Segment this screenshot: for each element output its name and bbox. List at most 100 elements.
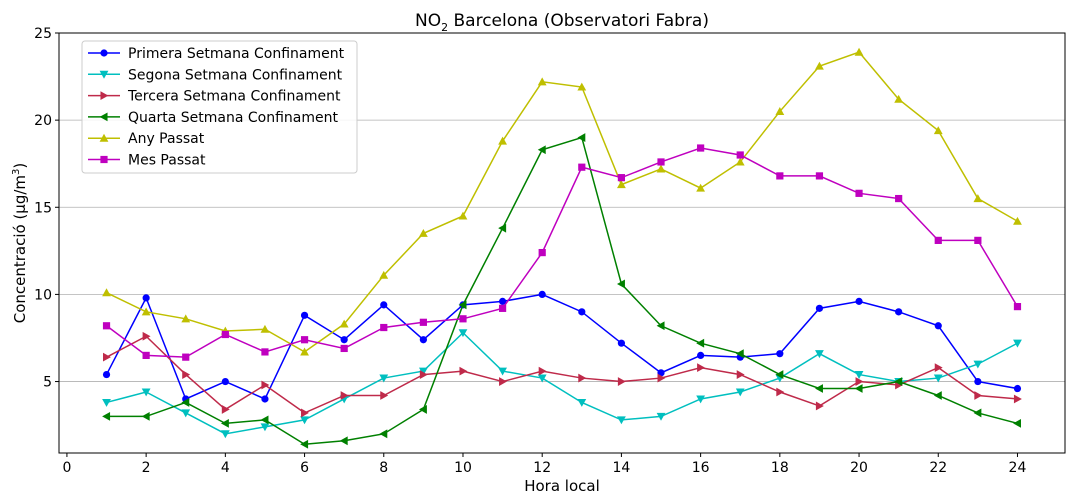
data-point bbox=[855, 297, 863, 305]
data-point bbox=[102, 412, 111, 421]
legend-item: Primera Setmana Confinament bbox=[88, 46, 345, 62]
legend-marker bbox=[100, 91, 109, 100]
data-point bbox=[696, 395, 706, 404]
legend-box bbox=[81, 40, 358, 174]
data-point bbox=[459, 315, 467, 323]
data-point bbox=[656, 164, 666, 173]
data-point bbox=[656, 321, 665, 331]
data-point bbox=[260, 415, 269, 425]
data-point bbox=[102, 322, 111, 330]
data-point bbox=[973, 408, 982, 418]
data-point bbox=[142, 294, 150, 302]
data-point bbox=[697, 351, 705, 360]
data-point bbox=[855, 189, 863, 197]
series-3 bbox=[103, 331, 1022, 418]
data-point bbox=[735, 349, 744, 359]
data-point bbox=[181, 314, 191, 323]
series-line bbox=[105, 293, 1018, 400]
data-point bbox=[458, 211, 468, 220]
series-line bbox=[106, 51, 1018, 353]
y-tick-label: 5 bbox=[43, 375, 52, 391]
data-point bbox=[499, 377, 507, 386]
data-point bbox=[617, 416, 626, 425]
data-point bbox=[895, 308, 903, 316]
legend-label: Quarta Setmana Confinament bbox=[128, 110, 338, 126]
series-5 bbox=[102, 47, 1022, 356]
legend-label: Primera Setmana Confinament bbox=[128, 46, 345, 62]
series-line bbox=[106, 331, 1018, 435]
data-point bbox=[1013, 384, 1022, 393]
data-point bbox=[696, 183, 706, 192]
data-point bbox=[697, 144, 705, 152]
legend-item: Segona Setmana Confinament bbox=[88, 67, 343, 83]
legend-item: Mes Passat bbox=[88, 153, 206, 169]
legend-item: Quarta Setmana Confinament bbox=[88, 110, 338, 126]
data-point bbox=[933, 391, 942, 400]
data-point bbox=[340, 344, 348, 353]
data-point bbox=[933, 126, 943, 135]
data-point bbox=[1013, 303, 1022, 311]
data-point bbox=[221, 330, 229, 339]
data-point bbox=[260, 423, 270, 432]
legend-marker bbox=[99, 70, 109, 79]
data-point bbox=[102, 288, 111, 297]
data-point bbox=[498, 297, 507, 305]
data-point bbox=[141, 388, 151, 397]
data-point bbox=[261, 380, 270, 390]
data-point bbox=[776, 350, 784, 358]
data-point bbox=[775, 107, 785, 115]
data-point bbox=[142, 331, 151, 341]
data-point bbox=[300, 311, 309, 319]
data-point bbox=[578, 373, 587, 383]
y-tick-label: 10 bbox=[34, 287, 52, 303]
data-point bbox=[182, 370, 191, 379]
legend-item: Any Passat bbox=[88, 131, 205, 147]
data-point bbox=[418, 229, 428, 237]
data-point bbox=[736, 151, 744, 159]
data-point bbox=[498, 223, 507, 233]
data-point bbox=[498, 136, 507, 145]
data-point bbox=[418, 405, 427, 414]
data-point bbox=[973, 360, 983, 369]
data-point bbox=[696, 338, 705, 348]
data-point bbox=[577, 133, 586, 142]
data-point bbox=[974, 236, 982, 244]
data-point bbox=[577, 82, 587, 91]
series-line bbox=[106, 147, 1019, 358]
x-tick-label: 8 bbox=[379, 460, 388, 476]
data-point bbox=[498, 304, 507, 312]
y-axis-label: Concentració (μg/m3) bbox=[11, 163, 29, 324]
chart-title: NO2 Barcelona (Observatori Fabra) bbox=[415, 11, 709, 34]
data-point bbox=[656, 412, 666, 421]
data-point bbox=[815, 304, 824, 312]
data-point bbox=[340, 336, 348, 344]
data-point bbox=[379, 429, 388, 439]
data-point bbox=[974, 377, 982, 386]
data-point bbox=[736, 370, 745, 379]
data-point bbox=[854, 371, 864, 379]
data-point bbox=[459, 366, 468, 376]
y-tick-label: 25 bbox=[34, 26, 52, 42]
data-point bbox=[418, 367, 428, 376]
x-tick-label: 24 bbox=[1009, 460, 1027, 476]
data-point bbox=[300, 336, 309, 344]
data-point bbox=[934, 322, 942, 330]
data-point bbox=[974, 391, 983, 400]
data-point bbox=[498, 367, 507, 376]
data-point bbox=[1013, 418, 1021, 428]
data-point bbox=[419, 336, 427, 344]
data-point bbox=[221, 405, 230, 414]
data-point bbox=[735, 388, 745, 397]
data-point bbox=[182, 353, 190, 361]
data-point bbox=[894, 377, 903, 386]
legend: Primera Setmana Confinament Segona Setman… bbox=[81, 40, 358, 174]
data-point bbox=[261, 395, 269, 403]
series-line bbox=[106, 136, 1018, 446]
data-point bbox=[657, 158, 665, 166]
data-point bbox=[776, 172, 784, 180]
data-point bbox=[102, 398, 111, 407]
data-point bbox=[1013, 339, 1022, 348]
data-point bbox=[340, 391, 349, 400]
data-point bbox=[735, 157, 745, 166]
